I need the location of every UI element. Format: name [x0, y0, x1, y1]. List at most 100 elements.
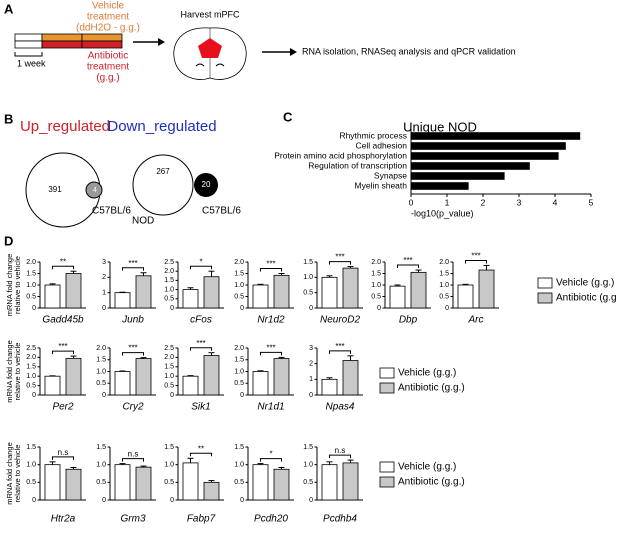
- y-tick-label: 0.5: [96, 479, 106, 486]
- bar: [135, 358, 152, 396]
- legend-swatch: [379, 382, 395, 394]
- significance-bracket: [52, 350, 74, 355]
- bar: [203, 355, 220, 396]
- significance-bracket: [122, 267, 144, 271]
- harvest-text: Harvest mPFC: [180, 9, 240, 19]
- x-tick-label: 2: [481, 197, 486, 207]
- venn-count: 4: [93, 187, 97, 194]
- y-tick-label: 2: [309, 361, 313, 368]
- y-tick-label: 1.0: [234, 282, 244, 289]
- y-axis-label: relative to vehicle: [13, 343, 22, 401]
- bar: [203, 276, 220, 309]
- significance-bracket: [465, 259, 487, 264]
- bar: [411, 172, 505, 180]
- bar: [321, 276, 338, 309]
- bar: [44, 464, 61, 501]
- y-tick-label: 2.0: [26, 259, 36, 266]
- legend-label: Vehicle (g.g.): [398, 368, 456, 379]
- significance-bracket: [260, 458, 282, 462]
- y-tick-label: 1.5: [303, 444, 313, 451]
- y-tick-label: 2: [102, 274, 106, 281]
- bar: [273, 468, 290, 501]
- significance-bracket: [397, 264, 419, 269]
- venn-circle: [85, 181, 103, 199]
- panel-label: A: [4, 1, 14, 16]
- x-tick-label: 0: [409, 197, 414, 207]
- significance: n.s: [335, 446, 346, 455]
- y-tick-label: 0: [240, 305, 244, 312]
- significance: ***: [266, 344, 275, 353]
- legend-swatch: [379, 476, 395, 488]
- gene-name: Nr1d2: [257, 315, 285, 326]
- bar: [411, 182, 469, 190]
- significance: ***: [196, 339, 205, 348]
- y-tick-label: 0.5: [371, 293, 381, 300]
- y-tick-label: 0.5: [439, 293, 449, 300]
- bar: [252, 284, 269, 309]
- bar: [321, 464, 338, 501]
- significance: **: [60, 257, 66, 266]
- gene-name: Pcdhb4: [323, 514, 357, 525]
- y-tick-label: 0: [309, 392, 313, 399]
- bar: [411, 162, 530, 170]
- antibiotic-text: (g.g.): [96, 73, 119, 84]
- significance-bracket: [122, 352, 144, 356]
- y-tick-label: 0: [32, 305, 36, 312]
- legend-swatch: [379, 367, 395, 379]
- y-tick-label: 1: [102, 290, 106, 297]
- vehicle-text: treatment: [87, 12, 129, 23]
- y-tick-label: 0: [309, 497, 313, 504]
- significance-bracket: [122, 458, 144, 462]
- category-label: Regulation of transcription: [308, 160, 407, 170]
- y-tick-label: 1.0: [234, 368, 244, 375]
- bar: [342, 462, 359, 501]
- bar: [411, 142, 566, 150]
- y-tick-label: 1.5: [96, 357, 106, 364]
- y-tick-label: 1.0: [303, 274, 313, 281]
- y-tick-label: 0: [240, 497, 244, 504]
- venn-circle: [194, 173, 218, 197]
- significance-bracket: [260, 351, 282, 356]
- brain: [173, 27, 247, 80]
- significance: *: [199, 257, 202, 266]
- y-tick-label: 1.5: [164, 277, 174, 284]
- y-tick-label: 0.5: [96, 380, 106, 387]
- significance-bracket: [52, 265, 74, 270]
- y-tick-label: 2.5: [164, 259, 174, 266]
- antibiotic-text: Antibiotic: [88, 51, 129, 62]
- bar: [411, 152, 559, 160]
- y-tick-label: 2.5: [164, 345, 174, 352]
- bar: [273, 274, 290, 309]
- legend-swatch: [537, 277, 553, 289]
- gene-name: Npas4: [326, 402, 355, 413]
- bar: [182, 375, 199, 396]
- antibiotic-text: treatment: [87, 62, 129, 73]
- venn-count: 267: [156, 167, 170, 176]
- gene-name: Fabp7: [187, 514, 216, 525]
- y-tick-label: 1.5: [234, 444, 244, 451]
- gene-name: cFos: [190, 315, 212, 326]
- y-tick-label: 1.5: [164, 444, 174, 451]
- y-tick-label: 1.5: [164, 364, 174, 371]
- y-tick-label: 0: [170, 497, 174, 504]
- y-tick-label: 2.0: [164, 268, 174, 275]
- significance-bracket: [329, 350, 351, 354]
- significance-bracket: [190, 347, 212, 351]
- gene-name: Grm3: [121, 514, 146, 525]
- y-tick-label: 1.5: [234, 270, 244, 277]
- gene-name: Nr1d1: [257, 402, 284, 413]
- gene-name: Sik1: [191, 402, 210, 413]
- y-tick-label: 1.0: [164, 373, 174, 380]
- gene-name: NeuroD2: [320, 315, 360, 326]
- y-tick-label: 0: [377, 305, 381, 312]
- arrow: [262, 48, 297, 56]
- y-axis-label: mRNA fold change: [5, 442, 14, 505]
- chart-title: Unique NOD: [403, 119, 477, 134]
- y-tick-label: 0: [309, 305, 313, 312]
- analysis-text: RNA isolation, RNASeq analysis and qPCR …: [302, 46, 516, 56]
- significance: n.s: [58, 448, 69, 457]
- vehicle-text: Vehicle: [92, 1, 125, 12]
- significance: *: [269, 450, 272, 459]
- category-label: Rhythmic process: [339, 130, 407, 140]
